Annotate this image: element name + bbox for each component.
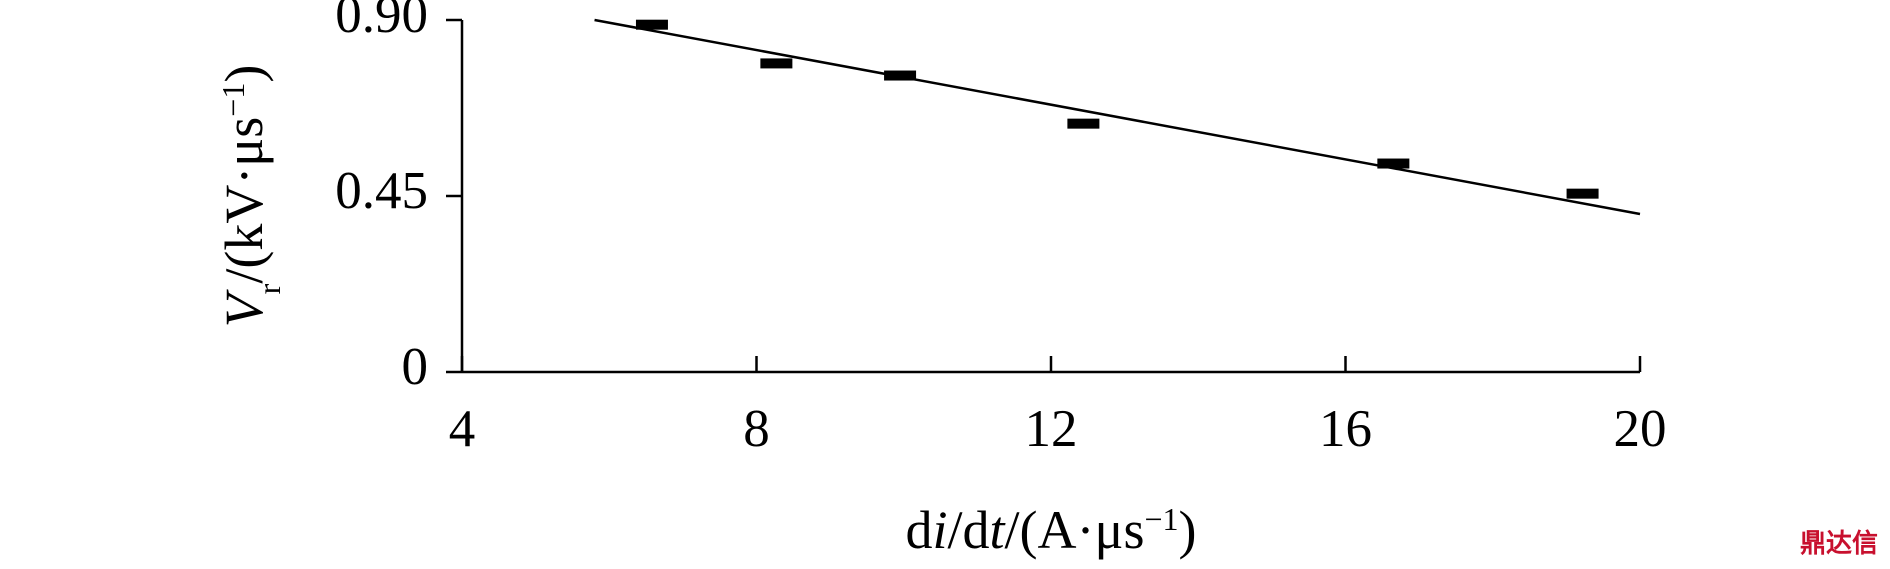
label-part: −1	[215, 83, 251, 117]
data-point	[1566, 188, 1599, 199]
data-point	[635, 19, 668, 30]
watermark: 鼎达信	[1800, 529, 1878, 559]
y-tick-label: 0	[402, 338, 429, 396]
label-part: V	[214, 288, 274, 327]
data-point	[1067, 118, 1100, 129]
label-part: t	[990, 500, 1007, 560]
label-part: −1	[1144, 501, 1178, 537]
label-part: i	[932, 500, 947, 560]
data-point	[1377, 158, 1410, 169]
label-part: /(kV·μs	[214, 117, 274, 284]
x-tick-label: 16	[1319, 400, 1372, 458]
label-part: /d	[948, 500, 990, 560]
xlabel: di/dt/(A·μs−1)	[905, 500, 1196, 560]
data-point	[760, 58, 793, 69]
x-tick-label: 8	[743, 400, 770, 458]
x-tick-label: 12	[1025, 400, 1078, 458]
x-tick-label: 20	[1614, 400, 1667, 458]
label-part: d	[905, 500, 932, 560]
label-part: )	[1179, 500, 1197, 560]
label-part: r	[251, 283, 287, 294]
ylabel: Vr/(kV·μs−1)	[214, 65, 287, 328]
fit-line	[594, 18, 1641, 216]
y-tick-label: 0.90	[335, 0, 428, 44]
label-part: /(A·μs	[1005, 500, 1145, 560]
y-tick-label: 0.45	[335, 162, 428, 220]
label-part: )	[214, 65, 274, 83]
x-tick-label: 4	[449, 400, 476, 458]
data-point	[884, 70, 917, 81]
